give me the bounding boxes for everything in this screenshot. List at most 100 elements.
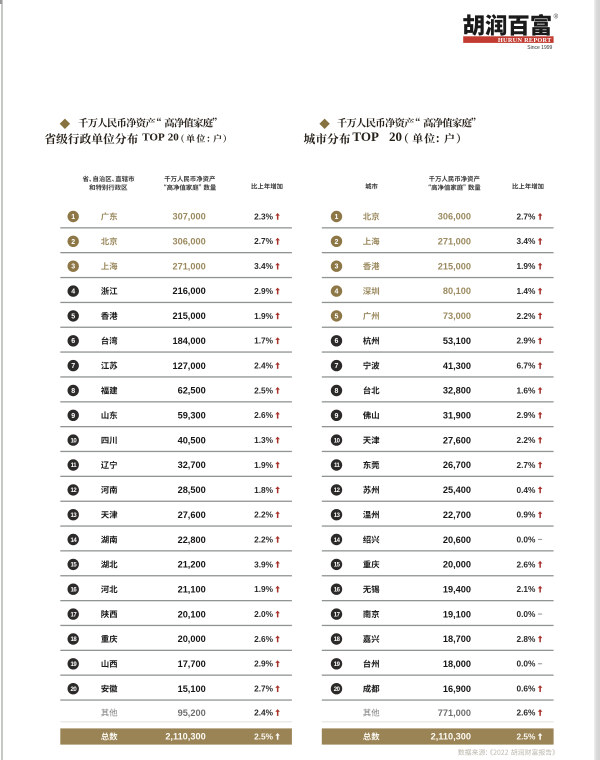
- svg-text:0.9%: 0.9%: [516, 510, 536, 520]
- svg-text:2.7%: 2.7%: [254, 236, 274, 246]
- svg-text:20: 20: [71, 687, 78, 693]
- svg-text:2.9%: 2.9%: [516, 336, 536, 346]
- svg-text:2.8%: 2.8%: [516, 634, 536, 644]
- svg-text:2.7%: 2.7%: [516, 460, 536, 470]
- svg-text:2.3%: 2.3%: [254, 211, 274, 221]
- svg-text:15: 15: [71, 563, 78, 569]
- svg-text:13: 13: [71, 513, 78, 519]
- svg-text:1.9%: 1.9%: [516, 261, 536, 271]
- svg-text:8: 8: [71, 388, 75, 395]
- svg-text:2.1%: 2.1%: [516, 584, 536, 594]
- svg-text:1.9%: 1.9%: [254, 584, 274, 594]
- svg-text:73,000: 73,000: [443, 311, 471, 321]
- svg-text:11: 11: [334, 463, 341, 469]
- svg-text:20,600: 20,600: [443, 535, 471, 545]
- svg-text:17: 17: [334, 612, 341, 618]
- svg-text:4: 4: [71, 289, 75, 296]
- svg-text:14: 14: [334, 538, 341, 544]
- svg-text:32,700: 32,700: [178, 460, 206, 470]
- svg-text:®: ®: [554, 14, 559, 21]
- svg-text:3: 3: [335, 264, 339, 271]
- svg-text:16: 16: [334, 588, 341, 594]
- svg-text:6.7%: 6.7%: [516, 361, 536, 371]
- svg-text:26,700: 26,700: [443, 460, 471, 470]
- svg-text:1: 1: [335, 214, 339, 221]
- svg-text:0.0%: 0.0%: [516, 534, 536, 544]
- svg-text:20,100: 20,100: [178, 609, 206, 619]
- svg-text:1.4%: 1.4%: [516, 286, 536, 296]
- svg-text:2.7%: 2.7%: [254, 684, 274, 694]
- svg-text:2.4%: 2.4%: [254, 708, 274, 718]
- svg-text:2.5%: 2.5%: [254, 731, 274, 741]
- svg-text:7: 7: [335, 363, 339, 370]
- svg-text:2: 2: [335, 239, 339, 246]
- svg-text:2.9%: 2.9%: [254, 286, 274, 296]
- svg-text:8: 8: [335, 388, 339, 395]
- svg-text:20: 20: [334, 687, 341, 693]
- svg-text:1.3%: 1.3%: [254, 435, 274, 445]
- svg-text:20: 20: [168, 132, 180, 144]
- svg-text:21,100: 21,100: [178, 585, 206, 595]
- svg-text:19: 19: [71, 662, 78, 668]
- svg-text:59,300: 59,300: [178, 411, 206, 421]
- svg-text:2: 2: [71, 239, 75, 246]
- svg-text:14: 14: [71, 538, 78, 544]
- svg-text:18: 18: [71, 637, 78, 643]
- svg-text:15: 15: [334, 563, 341, 569]
- svg-text:2.2%: 2.2%: [254, 510, 274, 520]
- svg-text:271,000: 271,000: [438, 237, 471, 247]
- svg-text:2.2%: 2.2%: [254, 534, 274, 544]
- svg-text:2.6%: 2.6%: [516, 559, 536, 569]
- svg-text:25,400: 25,400: [443, 485, 471, 495]
- svg-text:19: 19: [334, 662, 341, 668]
- svg-text:12: 12: [71, 488, 78, 494]
- svg-text:3.4%: 3.4%: [254, 261, 274, 271]
- svg-text:95,200: 95,200: [178, 708, 206, 718]
- svg-text:20: 20: [389, 129, 402, 144]
- svg-text:2,110,300: 2,110,300: [165, 732, 205, 742]
- svg-text:1.8%: 1.8%: [254, 485, 274, 495]
- svg-text:215,000: 215,000: [438, 261, 471, 271]
- svg-text:2.9%: 2.9%: [516, 410, 536, 420]
- svg-text:2.6%: 2.6%: [254, 634, 274, 644]
- svg-text:2.7%: 2.7%: [516, 211, 536, 221]
- svg-text:TOP: TOP: [352, 129, 379, 144]
- svg-text:271,000: 271,000: [172, 261, 205, 271]
- svg-text:HURUN REPORT: HURUN REPORT: [498, 37, 552, 44]
- svg-text:5: 5: [71, 313, 75, 320]
- svg-text:41,300: 41,300: [443, 361, 471, 371]
- svg-text:2,110,300: 2,110,300: [431, 732, 471, 742]
- svg-text:10: 10: [71, 438, 78, 444]
- svg-text:13: 13: [334, 513, 341, 519]
- svg-text:1.9%: 1.9%: [254, 311, 274, 321]
- svg-text:18: 18: [334, 637, 341, 643]
- svg-text:Since 1999: Since 1999: [527, 45, 552, 51]
- svg-text:6: 6: [335, 338, 339, 345]
- svg-text:20,000: 20,000: [443, 560, 471, 570]
- svg-text:1.9%: 1.9%: [254, 460, 274, 470]
- svg-text:3.9%: 3.9%: [254, 559, 274, 569]
- svg-text:18,700: 18,700: [443, 634, 471, 644]
- svg-text:17: 17: [71, 612, 78, 618]
- svg-text:2.6%: 2.6%: [254, 410, 274, 420]
- svg-text:15,100: 15,100: [178, 684, 206, 694]
- svg-text:12: 12: [334, 488, 341, 494]
- svg-text:16: 16: [71, 588, 78, 594]
- svg-text:771,000: 771,000: [438, 708, 471, 718]
- svg-text:2.0%: 2.0%: [254, 609, 274, 619]
- svg-text:2.9%: 2.9%: [254, 659, 274, 669]
- svg-text:307,000: 307,000: [172, 212, 205, 222]
- svg-text:19,400: 19,400: [443, 585, 471, 595]
- svg-text:40,500: 40,500: [178, 435, 206, 445]
- svg-text:2.6%: 2.6%: [516, 708, 536, 718]
- svg-text:2.2%: 2.2%: [516, 435, 536, 445]
- svg-text:5: 5: [335, 313, 339, 320]
- svg-text:62,500: 62,500: [178, 386, 206, 396]
- svg-text:0.0%: 0.0%: [516, 659, 536, 669]
- svg-text:17,700: 17,700: [178, 659, 206, 669]
- svg-text:3: 3: [71, 264, 75, 271]
- svg-text:27,600: 27,600: [443, 435, 471, 445]
- svg-text:22,700: 22,700: [443, 510, 471, 520]
- svg-text:11: 11: [71, 463, 78, 469]
- svg-text:2.5%: 2.5%: [516, 731, 536, 741]
